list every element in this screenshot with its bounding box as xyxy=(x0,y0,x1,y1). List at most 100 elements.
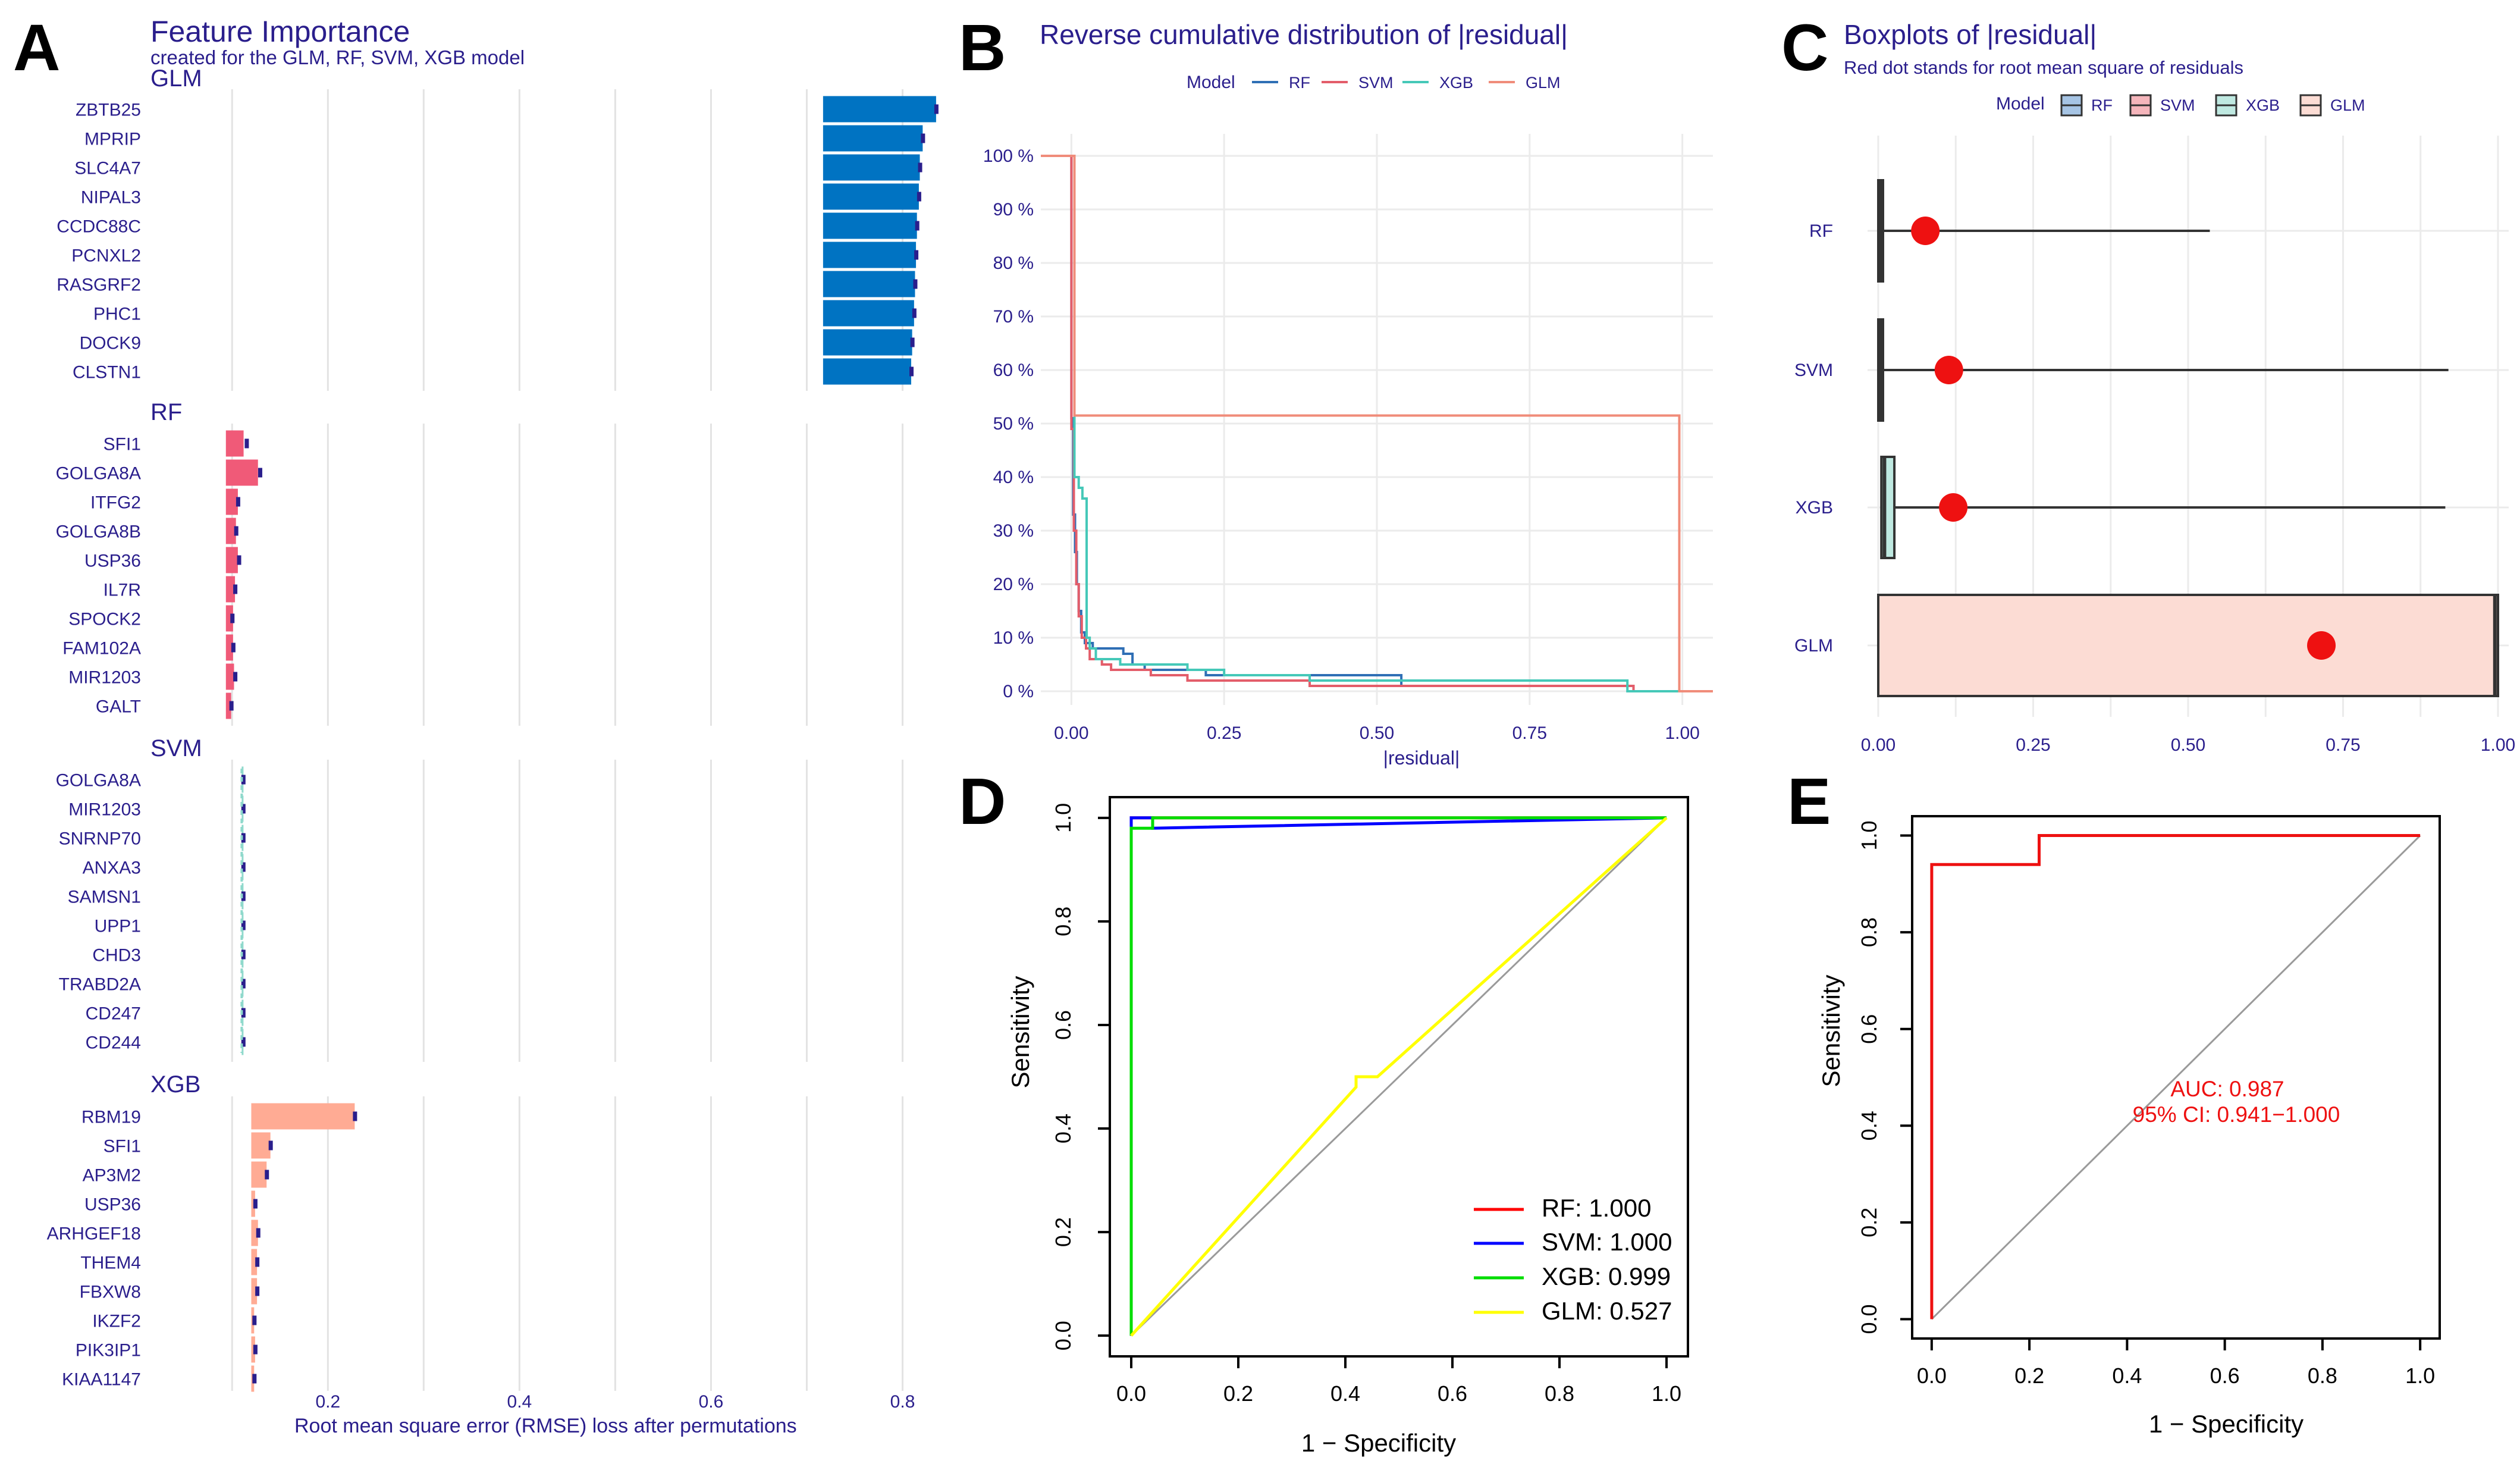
importance-bar xyxy=(225,605,233,632)
importance-dot xyxy=(265,1170,269,1180)
legend-title: Model xyxy=(1187,73,1235,92)
y-tick-label: 0.6 xyxy=(1051,1010,1075,1040)
y-tick-label: 0 % xyxy=(1003,682,1034,701)
y-tick-label: 0.0 xyxy=(1051,1321,1075,1350)
importance-dot xyxy=(918,162,922,173)
diagonal-reference xyxy=(1931,835,2421,1320)
x-tick-label: 0.25 xyxy=(2016,735,2050,755)
importance-dot xyxy=(252,1374,257,1384)
importance-dot xyxy=(252,1315,257,1325)
x-tick-label: 1.0 xyxy=(1652,1381,1681,1406)
series-line-xgb xyxy=(1041,155,1713,692)
feature-label: PIK3IP1 xyxy=(76,1341,141,1361)
x-tick-label: 1.00 xyxy=(1665,723,1699,743)
x-tick-label: 0.2 xyxy=(1223,1381,1253,1406)
series-line-glm xyxy=(1041,155,1713,692)
y-tick-label: 20 % xyxy=(993,575,1034,594)
x-tick-label: 0.00 xyxy=(1054,723,1088,743)
feature-label: RASGRF2 xyxy=(57,275,141,295)
y-tick-label: GLM xyxy=(1794,636,1833,656)
feature-label: PHC1 xyxy=(93,305,141,324)
importance-dot xyxy=(231,642,236,653)
legend-label-rf: RF: 1.000 xyxy=(1542,1194,1651,1222)
x-tick-label: 1.0 xyxy=(2405,1363,2435,1388)
importance-dot xyxy=(909,366,914,377)
legend-label-xgb: XGB: 0.999 xyxy=(1542,1262,1671,1290)
importance-bar xyxy=(823,358,912,385)
feature-label: MIR1203 xyxy=(68,668,141,688)
y-tick-label: 0.2 xyxy=(1051,1217,1075,1247)
importance-dot xyxy=(255,1286,260,1296)
legend-label-rf: RF xyxy=(2091,96,2113,114)
x-tick-label: 0.50 xyxy=(2171,735,2205,755)
importance-dot xyxy=(241,862,246,872)
legend-label-glm: GLM: 0.527 xyxy=(1542,1297,1672,1325)
group-label-glm: GLM xyxy=(150,65,202,92)
plot-frame xyxy=(1109,796,1689,1358)
panel-letter-a: A xyxy=(13,11,60,84)
importance-dot xyxy=(233,584,238,594)
feature-label: GOLGA8A xyxy=(56,771,141,791)
chart-a-title: Feature Importance xyxy=(150,15,410,48)
feature-label: UPP1 xyxy=(95,917,141,936)
importance-bar xyxy=(225,518,236,544)
feature-importance-chart: Feature Importance created for the GLM, … xyxy=(47,15,939,1437)
importance-dot xyxy=(241,920,246,930)
feature-label: ITFG2 xyxy=(90,493,141,513)
feature-label: FAM102A xyxy=(62,639,141,659)
y-tick-label: XGB xyxy=(1796,498,1833,518)
importance-bar xyxy=(225,488,238,515)
importance-dot xyxy=(914,250,919,260)
chart-d-ylabel: Sensitivity xyxy=(1006,976,1034,1088)
x-tick-label: 0.0 xyxy=(1116,1381,1146,1406)
y-tick-label: 90 % xyxy=(993,200,1034,220)
feature-label: CCDC88C xyxy=(57,217,141,237)
importance-dot xyxy=(236,497,240,507)
chart-e-xlabel: 1 − Specificity xyxy=(2149,1410,2304,1438)
feature-label: KIAA1147 xyxy=(62,1370,141,1390)
importance-dot xyxy=(241,1008,246,1018)
feature-label: GOLGA8B xyxy=(56,522,141,542)
panel-letter-e: E xyxy=(1787,765,1831,838)
importance-dot xyxy=(912,308,917,318)
legend-label-glm: GLM xyxy=(1526,74,1561,92)
importance-dot xyxy=(244,438,249,449)
importance-bar xyxy=(251,1103,355,1130)
y-tick-label: 0.8 xyxy=(1857,917,1881,947)
rms-dot xyxy=(1911,217,1940,245)
feature-label: FBXW8 xyxy=(80,1283,141,1302)
panel-letter-b: B xyxy=(959,11,1006,84)
group-label-rf: RF xyxy=(150,399,182,425)
importance-dot xyxy=(268,1140,273,1151)
y-tick-label: 60 % xyxy=(993,361,1034,380)
importance-bar xyxy=(251,1249,258,1275)
feature-label: MPRIP xyxy=(84,130,141,149)
diagonal-reference xyxy=(1130,817,1668,1337)
y-tick-label: 0.4 xyxy=(1051,1114,1075,1143)
importance-bar xyxy=(251,1336,255,1363)
importance-dot xyxy=(241,891,246,901)
x-tick-label: 0.4 xyxy=(507,1392,532,1412)
importance-dot xyxy=(241,979,246,989)
feature-label: RBM19 xyxy=(81,1108,141,1127)
legend-label-svm: SVM xyxy=(1358,74,1394,92)
importance-dot xyxy=(237,555,241,565)
feature-label: CD244 xyxy=(86,1033,141,1053)
y-tick-label: 40 % xyxy=(993,468,1034,487)
series-line-svm xyxy=(1041,155,1713,692)
feature-label: AP3M2 xyxy=(83,1166,141,1186)
x-tick-label: 0.4 xyxy=(2112,1363,2142,1388)
roc-curve-xgb xyxy=(1129,816,1667,1336)
importance-bar xyxy=(823,271,915,297)
y-tick-label: 0.8 xyxy=(1051,907,1075,936)
roc-chart-single: 0.0 0.2 0.4 0.6 0.8 1.0 0.0 0.2 0.4 0.6 0.8 1.0 AUC:… xyxy=(1817,815,2441,1438)
feature-label: TRABD2A xyxy=(59,975,141,995)
chart-e-ylabel: Sensitivity xyxy=(1817,974,1845,1087)
importance-bar xyxy=(251,1220,258,1246)
legend-label-xgb: XGB xyxy=(2246,96,2280,114)
x-tick-label: 0.4 xyxy=(1330,1381,1360,1406)
importance-bar xyxy=(823,183,919,210)
roc-curve-roc xyxy=(1930,834,2421,1319)
roc-chart-models: 0.0 0.2 0.4 0.6 0.8 1.0 0.0 0.2 0.4 0.6 0.8 1.0 RF: … xyxy=(1006,796,1689,1457)
